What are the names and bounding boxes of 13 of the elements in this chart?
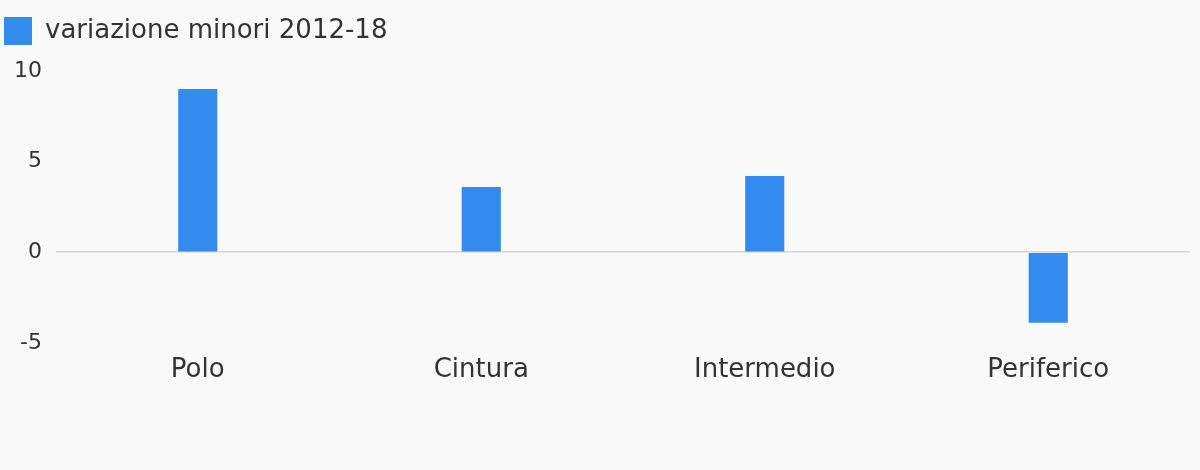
bar [745,176,785,252]
y-tick-label: 10 [13,56,42,82]
bar [1028,252,1068,323]
x-tick-label: Polo [170,353,225,384]
x-tick-label: Periferico [987,353,1110,384]
bar [461,186,501,252]
bar [178,89,218,252]
y-tick-label: 5 [27,147,42,173]
y-tick-label: -5 [20,328,42,354]
x-tick-label: Intermedio [693,353,836,384]
legend-label: variazione minori 2012-18 [45,13,388,44]
x-tick-label: Cintura [433,353,529,384]
y-tick-label: 0 [27,237,42,263]
